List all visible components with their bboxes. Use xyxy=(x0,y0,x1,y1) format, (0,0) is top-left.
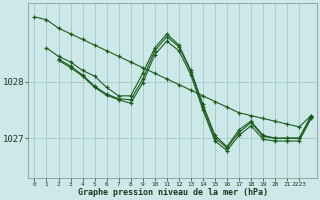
X-axis label: Graphe pression niveau de la mer (hPa): Graphe pression niveau de la mer (hPa) xyxy=(78,188,268,197)
